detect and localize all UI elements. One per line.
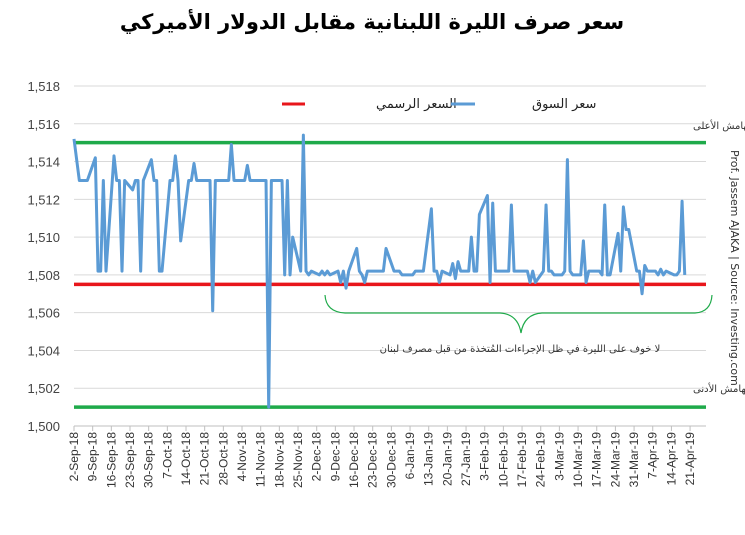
market-rate-line: [72, 133, 687, 409]
x-tick-label: 21-Oct-18: [198, 432, 212, 486]
source-credit: Prof. Jassem AJAKA | Source: Investing.c…: [728, 150, 741, 386]
y-tick-label: 1,510: [27, 230, 60, 245]
x-tick-label: 3-Mar-19: [552, 432, 566, 481]
x-tick-label: 9-Sep-18: [86, 432, 100, 482]
x-tick-label: 6-Jan-19: [403, 432, 417, 480]
curly-brace: [324, 294, 713, 334]
y-tick-label: 1,508: [27, 268, 60, 283]
y-tick-label: 1,514: [27, 155, 60, 170]
x-tick-label: 14-Apr-19: [664, 432, 678, 486]
y-tick-label: 1,512: [27, 192, 60, 207]
upper-band-annotation: الهامش الأعلى: [693, 119, 745, 132]
x-tick-label: 9-Dec-18: [328, 432, 342, 482]
x-tick-label: 11-Nov-18: [254, 432, 268, 487]
y-axis: 1,500 1,502 1,504 1,506 1,508 1,510 1,512 1,514…: [27, 79, 60, 434]
x-tick-label: 18-Nov-18: [272, 432, 286, 488]
x-tick-label: 30-Dec-18: [384, 432, 398, 488]
y-tick-label: 1,500: [27, 419, 60, 434]
brace-note: لا خوف على الليرة في ظل الإجراءات المُتخ…: [380, 344, 661, 355]
legend-market-label: سعر السوق: [532, 97, 596, 112]
x-tick-label: 27-Jan-19: [459, 432, 473, 486]
legend-official-label: السعر الرسمي: [376, 97, 457, 112]
lower-band-annotation: الهامش الأدنى: [693, 382, 745, 395]
x-tick-label: 3-Feb-19: [478, 432, 492, 481]
x-tick-label: 28-Oct-18: [216, 432, 230, 486]
x-tick-label: 16-Sep-18: [104, 432, 118, 488]
x-tick-label: 17-Mar-19: [590, 432, 604, 488]
x-tick-label: 25-Nov-18: [291, 432, 305, 488]
y-tick-label: 1,518: [27, 79, 60, 94]
x-tick-label: 10-Feb-19: [496, 432, 510, 488]
chart-title: سعر صرف الليرة اللبنانية مقابل الدولار ا…: [120, 8, 624, 34]
x-tick-label: 7-Apr-19: [646, 432, 660, 479]
x-axis: 2-Sep-18 9-Sep-18 16-Sep-18 23-Sep-18 30-Sep…: [67, 425, 706, 488]
x-tick-label: 20-Jan-19: [440, 432, 454, 486]
x-tick-label: 4-Nov-18: [235, 432, 249, 482]
gridlines: [74, 85, 706, 389]
x-tick-label: 16-Dec-18: [347, 432, 361, 488]
x-tick-label: 31-Mar-19: [627, 432, 641, 488]
x-tick-label: 30-Sep-18: [142, 432, 156, 488]
x-tick-label: 24-Feb-19: [534, 432, 548, 488]
x-tick-label: 17-Feb-19: [515, 432, 529, 488]
x-tick-label: 24-Mar-19: [608, 432, 622, 488]
y-tick-label: 1,506: [27, 306, 60, 321]
x-tick-label: 23-Dec-18: [366, 432, 380, 488]
x-tick-label: 2-Sep-18: [67, 432, 81, 482]
series-group: [72, 133, 706, 409]
x-tick-label: 21-Apr-19: [683, 432, 697, 486]
x-tick-label: 10-Mar-19: [571, 432, 585, 488]
y-tick-label: 1,504: [27, 343, 60, 358]
x-tick-label: 7-Oct-18: [160, 432, 174, 479]
x-tick-label: 23-Sep-18: [123, 432, 137, 488]
x-tick-label: 2-Dec-18: [310, 432, 324, 482]
legend: السعر الرسمي سعر السوق: [282, 97, 596, 112]
x-tick-label: 14-Oct-18: [179, 432, 193, 486]
y-tick-label: 1,516: [27, 117, 60, 132]
y-tick-label: 1,502: [27, 381, 60, 396]
x-tick-label: 13-Jan-19: [422, 432, 436, 486]
